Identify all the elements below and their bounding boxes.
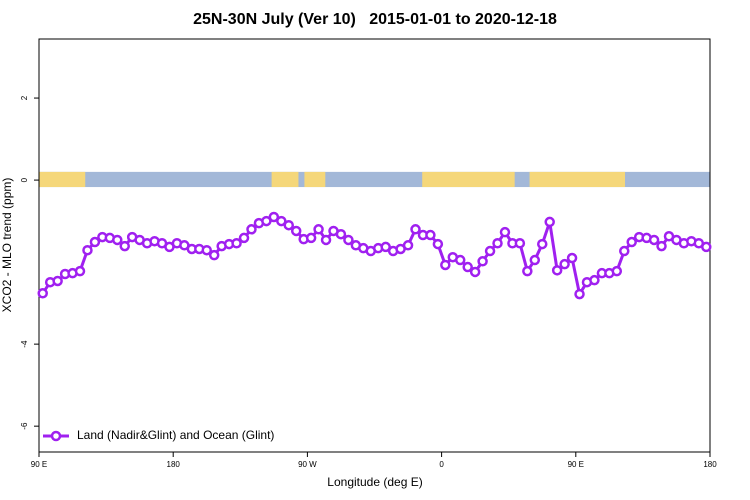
series-point bbox=[648, 234, 660, 246]
y-tick-label: -6 bbox=[20, 422, 29, 430]
x-tick-label: 180 bbox=[703, 460, 717, 469]
series-point bbox=[611, 265, 623, 277]
series-point bbox=[246, 224, 257, 235]
x-tick-label: 90 E bbox=[568, 460, 584, 469]
x-tick-label: 0 bbox=[439, 460, 444, 469]
series-point bbox=[454, 254, 466, 266]
legend-label: Land (Nadir&Glint) and Ocean (Glint) bbox=[77, 428, 274, 442]
series-point bbox=[701, 241, 712, 253]
series-point bbox=[551, 265, 563, 276]
series-point bbox=[276, 215, 287, 227]
series-point bbox=[119, 240, 130, 252]
series-point bbox=[343, 234, 354, 246]
series-point bbox=[589, 274, 600, 286]
series-point bbox=[544, 216, 555, 228]
chart-title: 25N-30N July (Ver 10) 2015-01-01 to 2020… bbox=[193, 11, 557, 28]
x-axis-label: Longitude (deg E) bbox=[327, 475, 422, 489]
series-point bbox=[410, 224, 421, 235]
series-point bbox=[477, 256, 488, 267]
series-point bbox=[469, 266, 481, 278]
series-point bbox=[290, 225, 302, 237]
series-point bbox=[82, 244, 93, 256]
series-point bbox=[499, 226, 511, 238]
series-point bbox=[335, 228, 347, 240]
series-point bbox=[537, 238, 548, 250]
series-point bbox=[656, 240, 667, 252]
legend-marker bbox=[50, 430, 62, 442]
series-point bbox=[626, 236, 637, 248]
series-point bbox=[37, 288, 48, 299]
y-tick-label: 0 bbox=[20, 177, 29, 182]
series-point bbox=[268, 211, 280, 223]
land-band bbox=[304, 171, 326, 188]
series-point bbox=[261, 215, 272, 227]
y-axis-label: XCO2 - MLO trend (ppm) bbox=[0, 178, 14, 313]
series-point bbox=[402, 240, 414, 251]
series-point bbox=[440, 259, 451, 271]
series-point bbox=[320, 234, 332, 246]
series-point bbox=[529, 254, 541, 266]
x-tick-label: 90 W bbox=[298, 460, 317, 469]
series-line bbox=[41, 215, 707, 296]
series-point bbox=[522, 265, 533, 277]
series-point bbox=[425, 229, 436, 241]
series-point bbox=[619, 245, 630, 257]
series-point bbox=[566, 252, 578, 264]
series-point bbox=[238, 232, 250, 244]
series-point bbox=[432, 238, 444, 250]
series-point bbox=[484, 245, 496, 257]
land-band bbox=[422, 171, 515, 188]
land-band bbox=[271, 171, 299, 188]
land-band bbox=[39, 171, 86, 188]
series-point bbox=[492, 237, 503, 249]
land-band bbox=[529, 171, 626, 188]
series-point bbox=[231, 237, 242, 249]
series-point bbox=[89, 236, 101, 248]
y-tick-label: 2 bbox=[20, 95, 29, 100]
y-tick-label: -4 bbox=[20, 340, 29, 348]
series-point bbox=[574, 288, 585, 300]
series-point bbox=[380, 241, 391, 253]
series-point bbox=[559, 258, 570, 270]
series-point bbox=[201, 244, 212, 256]
series-point bbox=[74, 265, 86, 277]
series-point bbox=[462, 261, 473, 273]
series-point bbox=[313, 224, 324, 235]
series-point bbox=[52, 275, 63, 287]
series-point bbox=[514, 237, 526, 249]
series-point bbox=[112, 234, 123, 246]
x-tick-label: 90 E bbox=[31, 460, 47, 469]
series-point bbox=[208, 249, 220, 261]
series-point bbox=[283, 219, 295, 231]
series-point bbox=[305, 232, 317, 244]
x-tick-label: 180 bbox=[167, 460, 181, 469]
